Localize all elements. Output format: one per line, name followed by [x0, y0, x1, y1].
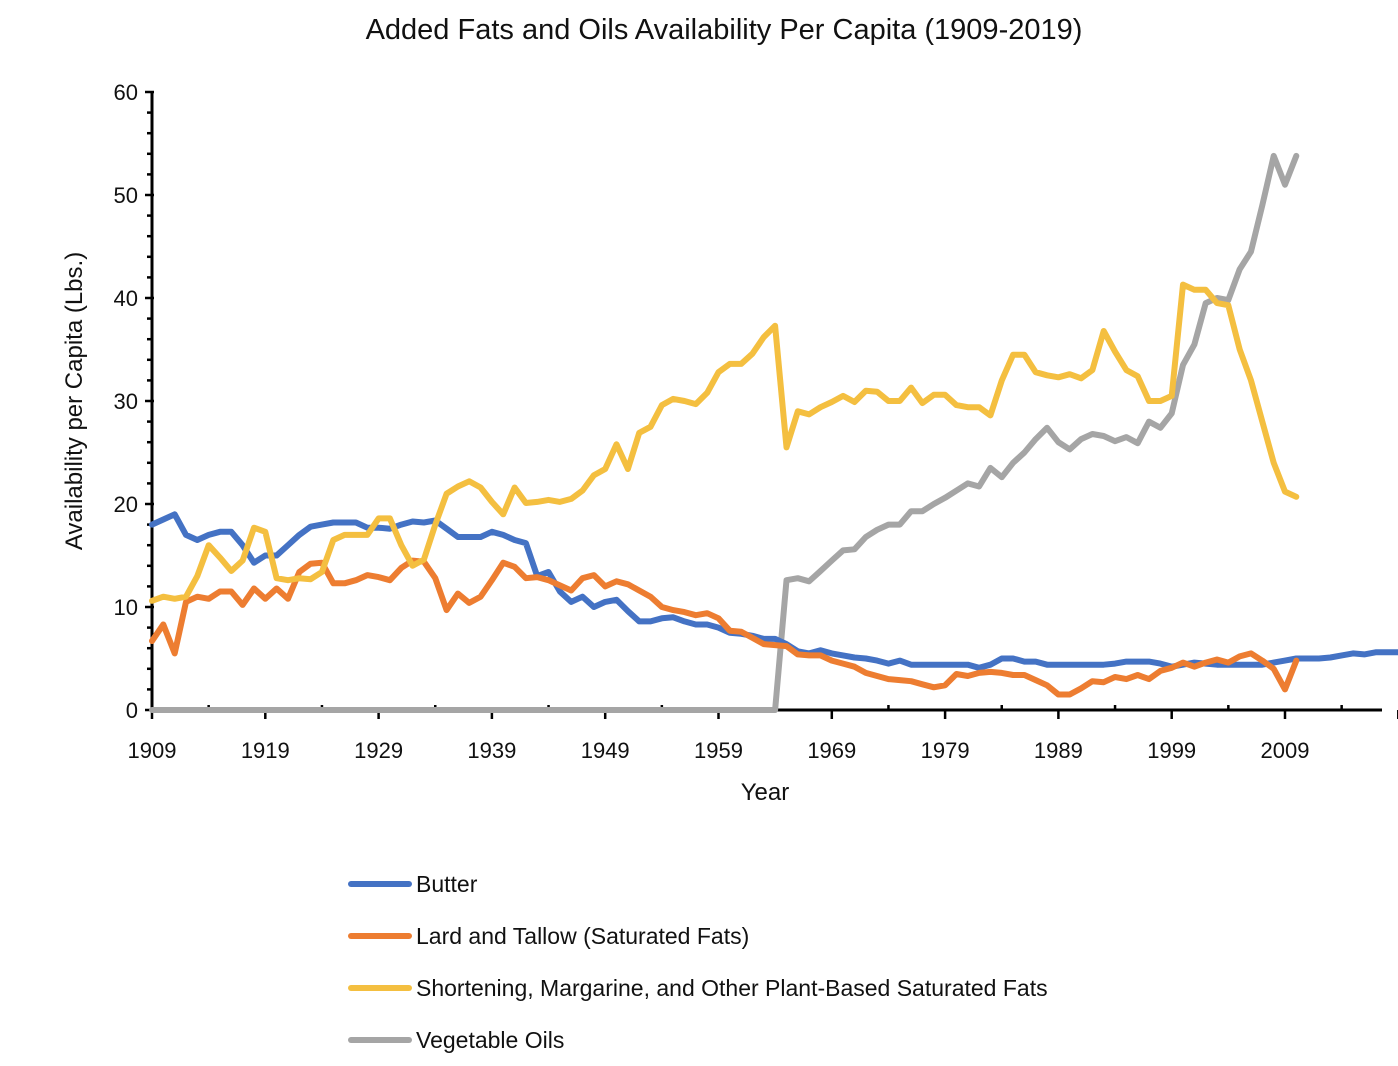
x-tick-label: 1929: [354, 738, 403, 763]
legend-swatch: [348, 933, 412, 939]
legend-swatch: [348, 881, 412, 887]
legend: Butter Lard and Tallow (Saturated Fats) …: [348, 858, 1048, 1066]
x-tick-label: 1909: [128, 738, 177, 763]
line-chart: 0 10 20 30 40 50 60 1909 1919 1929 1939 1949 1959 196…: [61, 80, 1398, 806]
x-tick-label: 1969: [807, 738, 856, 763]
legend-item-lard: Lard and Tallow (Saturated Fats): [348, 910, 1048, 962]
x-axis-label: Year: [741, 779, 790, 806]
legend-label: Vegetable Oils: [416, 1026, 565, 1053]
chart-title: Added Fats and Oils Availability Per Cap…: [365, 14, 1083, 46]
x-tick-label: 1959: [694, 738, 743, 763]
x-tick-label: 1979: [921, 738, 970, 763]
x-tick-label: 1949: [581, 738, 630, 763]
x-tick-label: 1919: [241, 738, 290, 763]
x-tick-label: 2009: [1261, 738, 1310, 763]
x-tick-label: 1939: [467, 738, 516, 763]
x-tick-label: 1989: [1034, 738, 1083, 763]
legend-item-butter: Butter: [348, 858, 1048, 910]
legend-swatch: [348, 1037, 412, 1043]
y-tick-label: 20: [114, 492, 138, 517]
legend-swatch: [348, 985, 412, 991]
legend-label: Butter: [416, 870, 478, 897]
x-tick-label: 1999: [1147, 738, 1196, 763]
y-tick-label: 60: [114, 80, 138, 105]
y-tick-label: 10: [114, 595, 138, 620]
y-tick-label: 40: [114, 286, 138, 311]
legend-item-vegetable-oils: Vegetable Oils: [348, 1014, 1048, 1066]
series-line-lard-and-tallow-saturated-fats-: [149, 557, 1300, 698]
legend-label: Lard and Tallow (Saturated Fats): [416, 922, 750, 949]
y-tick-label: 0: [126, 698, 138, 723]
series-line-shortening-margarine-and-other-plant-based-saturated-fats: [149, 281, 1300, 604]
y-tick-label: 30: [114, 389, 138, 414]
legend-item-shortening: Shortening, Margarine, and Other Plant-B…: [348, 962, 1048, 1014]
series-line-vegetable-oils: [149, 152, 1300, 713]
y-axis-label: Availability per Capita (Lbs.): [61, 252, 88, 550]
legend-label: Shortening, Margarine, and Other Plant-B…: [416, 974, 1048, 1001]
y-tick-label: 50: [114, 183, 138, 208]
